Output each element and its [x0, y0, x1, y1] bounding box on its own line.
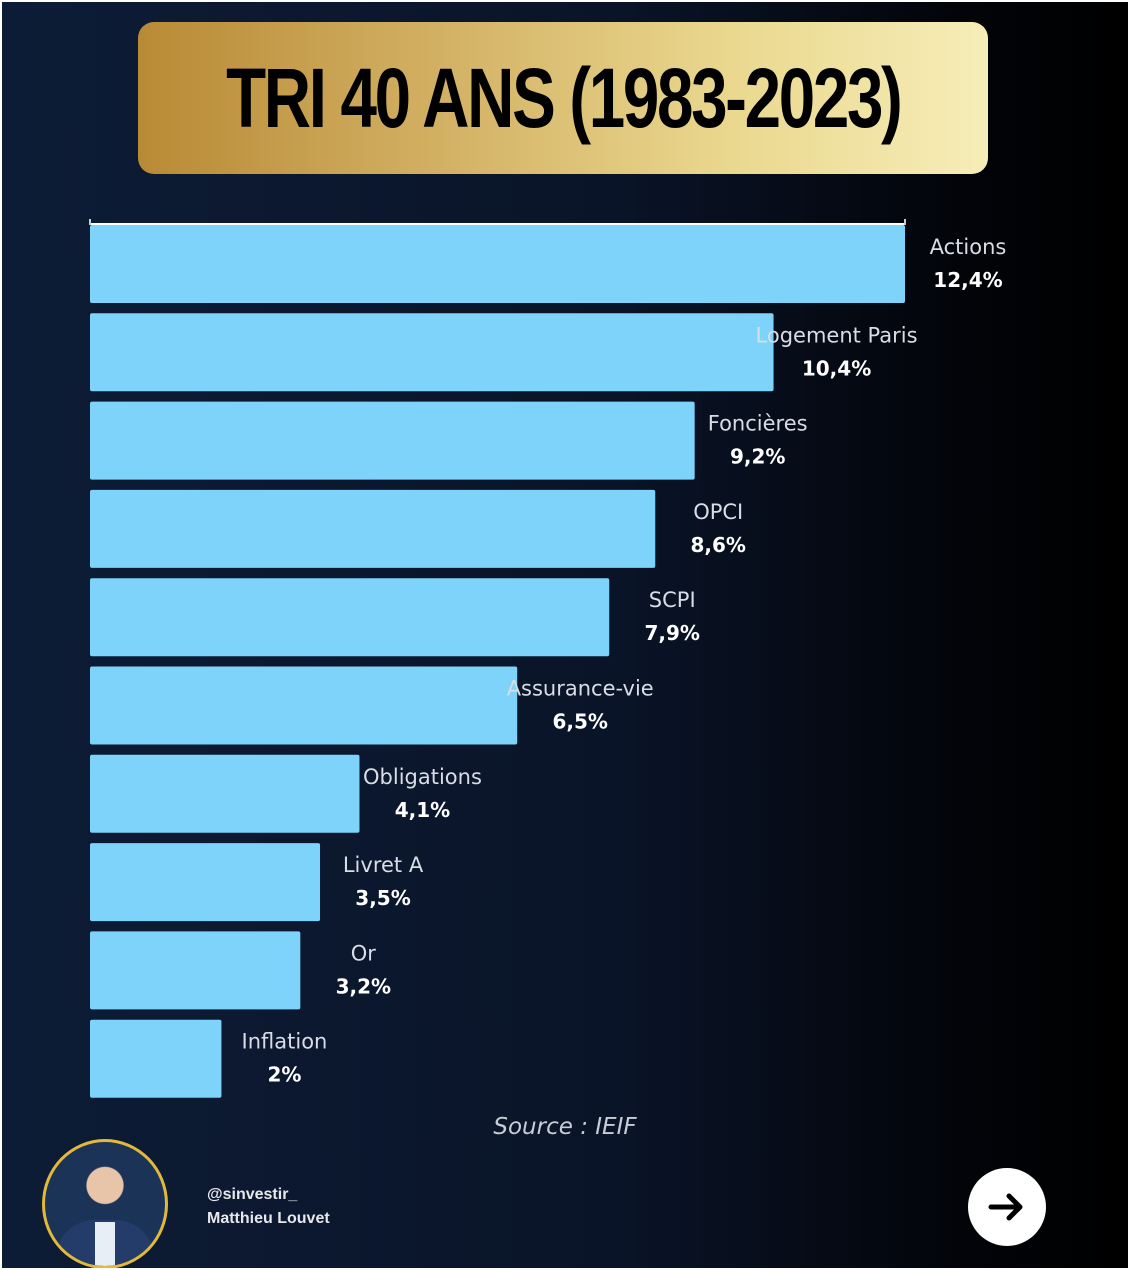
category-label: Livret A: [343, 853, 424, 877]
category-label: Actions: [930, 235, 1007, 259]
arrow-right-icon: [988, 1193, 1023, 1221]
bar: [90, 754, 360, 833]
category-label: Foncières: [708, 412, 808, 436]
value-label: 2%: [267, 1063, 301, 1087]
value-label: 9,2%: [730, 445, 785, 469]
avatar: [42, 1139, 168, 1268]
category-label: Assurance-vie: [507, 677, 654, 701]
bar: [90, 578, 610, 657]
author-name: Matthieu Louvet: [207, 1210, 330, 1227]
bar: [90, 1019, 222, 1098]
chart-title: TRI 40 ANS (1983-2023): [225, 50, 903, 145]
category-label: OPCI: [693, 500, 743, 524]
author-handle: @sinvestir_: [207, 1186, 298, 1203]
source-note: Source : IEIF: [493, 1114, 637, 1140]
bar: [90, 931, 301, 1010]
value-label: 6,5%: [552, 710, 607, 734]
next-button[interactable]: [968, 1168, 1046, 1246]
category-label: Obligations: [363, 765, 482, 789]
value-label: 4,1%: [395, 798, 450, 822]
category-label: Or: [351, 941, 377, 965]
bar: [90, 489, 656, 568]
value-label: 8,6%: [691, 533, 746, 557]
value-label: 3,5%: [355, 886, 410, 910]
value-label: 12,4%: [933, 268, 1002, 292]
value-label: 10,4%: [802, 356, 871, 380]
bar: [90, 666, 518, 745]
value-label: 7,9%: [644, 621, 699, 645]
bar: [90, 843, 321, 922]
bar: [90, 313, 774, 392]
category-label: SCPI: [649, 588, 696, 612]
value-label: 3,2%: [336, 974, 391, 998]
bar-chart: Actions 12,4% Logement Paris 10,4% Foncières…: [89, 219, 1007, 1098]
category-label: Logement Paris: [756, 323, 918, 347]
bar: [90, 225, 905, 303]
title-banner: TRI 40 ANS (1983-2023): [138, 22, 988, 174]
category-label: Inflation: [242, 1030, 328, 1054]
bar: [90, 401, 695, 480]
